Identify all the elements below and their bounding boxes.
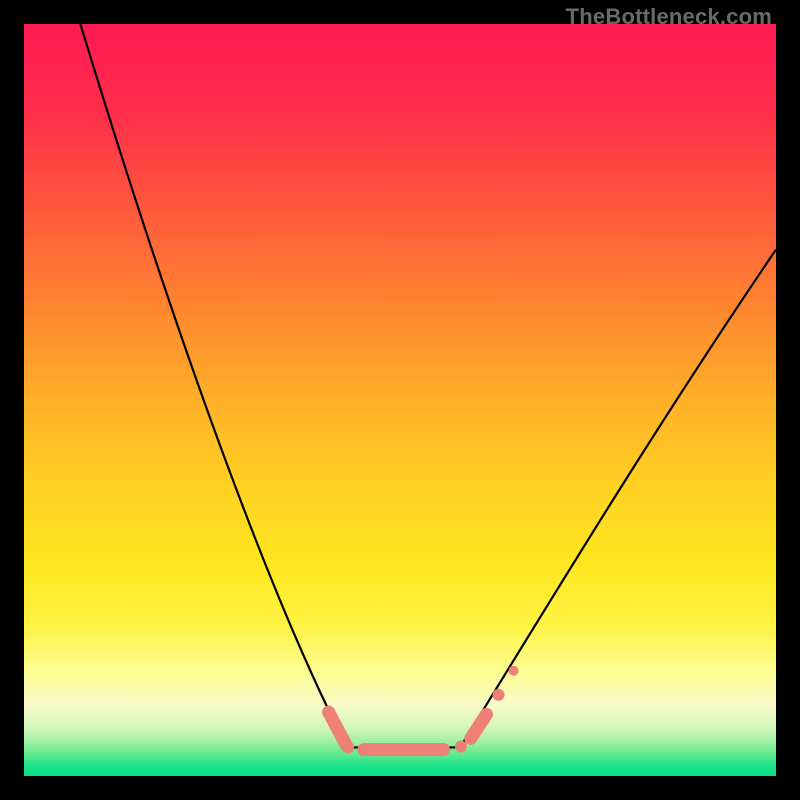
plot-area (24, 24, 776, 776)
highlight-dot (342, 741, 354, 753)
bottleneck-curve-layer (24, 24, 776, 776)
highlight-dot (509, 666, 519, 676)
highlight-dot (455, 741, 467, 753)
highlight-dot (493, 689, 505, 701)
highlight-segment (329, 712, 346, 744)
highlight-segment (471, 714, 487, 738)
bottleneck-curve (80, 24, 776, 747)
watermark-text: TheBottleneck.com (566, 4, 772, 30)
